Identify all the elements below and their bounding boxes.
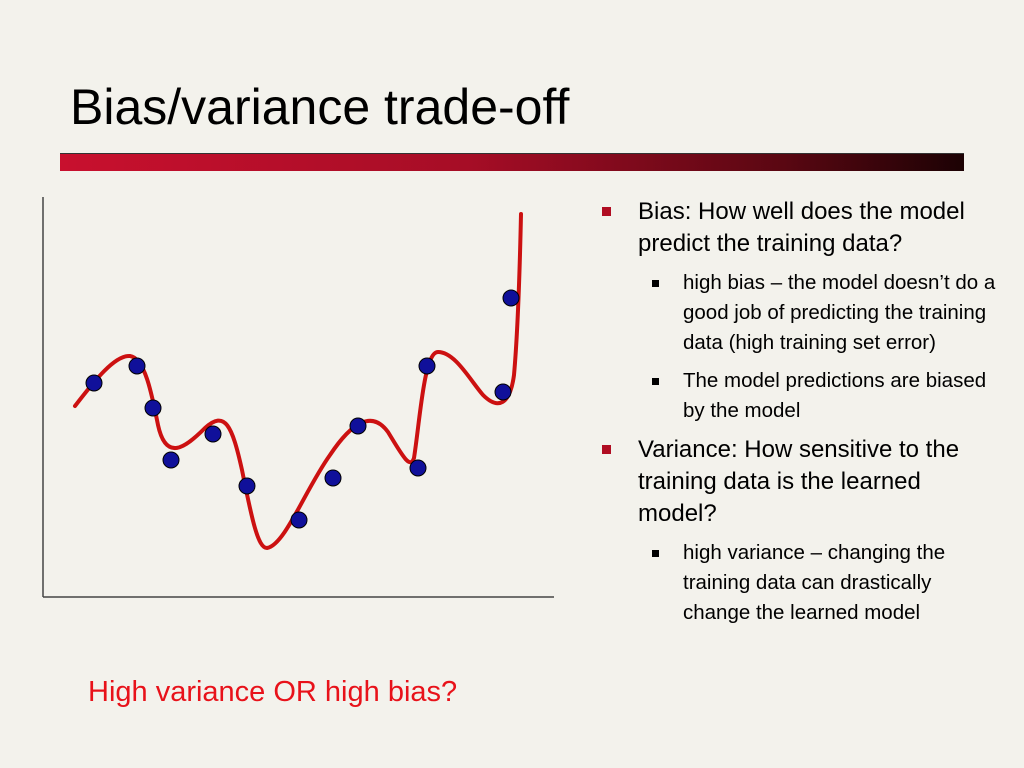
question-caption: High variance OR high bias?	[88, 676, 458, 708]
sub-bullet-text: high bias – the model doesn’t do a good …	[683, 271, 996, 354]
training-point	[162, 451, 180, 469]
training-point	[290, 511, 308, 529]
training-point	[494, 383, 512, 401]
sub-bullet-square-icon	[652, 550, 659, 557]
overfit-curve	[73, 212, 523, 551]
training-point	[502, 289, 520, 307]
slide-title: Bias/variance trade-off	[70, 79, 570, 135]
bullet-square-icon	[602, 445, 611, 454]
sub-bullet-biased-predictions: The model predictions are biased by the …	[650, 366, 1000, 426]
sub-bullet-text: high variance – changing the training da…	[683, 541, 946, 624]
training-point	[144, 399, 162, 417]
training-point	[238, 477, 256, 495]
bullet-text: Variance: How sensitive to the training …	[638, 436, 960, 527]
training-points	[85, 289, 520, 529]
training-point	[85, 374, 103, 392]
sub-bullet-text: The model predictions are biased by the …	[683, 369, 987, 422]
training-point	[349, 417, 367, 435]
training-point	[324, 469, 342, 487]
bullet-bias: Bias: How well does the model predict th…	[600, 196, 1000, 260]
training-point	[418, 357, 436, 375]
sub-bullet-square-icon	[652, 378, 659, 385]
sub-bullet-high-bias: high bias – the model doesn’t do a good …	[650, 268, 1000, 358]
bullet-text: Bias: How well does the model predict th…	[638, 198, 965, 257]
title-underline-bar	[60, 153, 964, 171]
sub-bullet-square-icon	[652, 280, 659, 287]
training-point	[409, 459, 427, 477]
training-point	[128, 357, 146, 375]
sub-bullet-high-variance: high variance – changing the training da…	[650, 538, 1000, 628]
bullet-list: Bias: How well does the model predict th…	[600, 196, 1000, 636]
bullet-variance: Variance: How sensitive to the training …	[600, 434, 1000, 530]
bullet-square-icon	[602, 207, 611, 216]
training-point	[204, 425, 222, 443]
